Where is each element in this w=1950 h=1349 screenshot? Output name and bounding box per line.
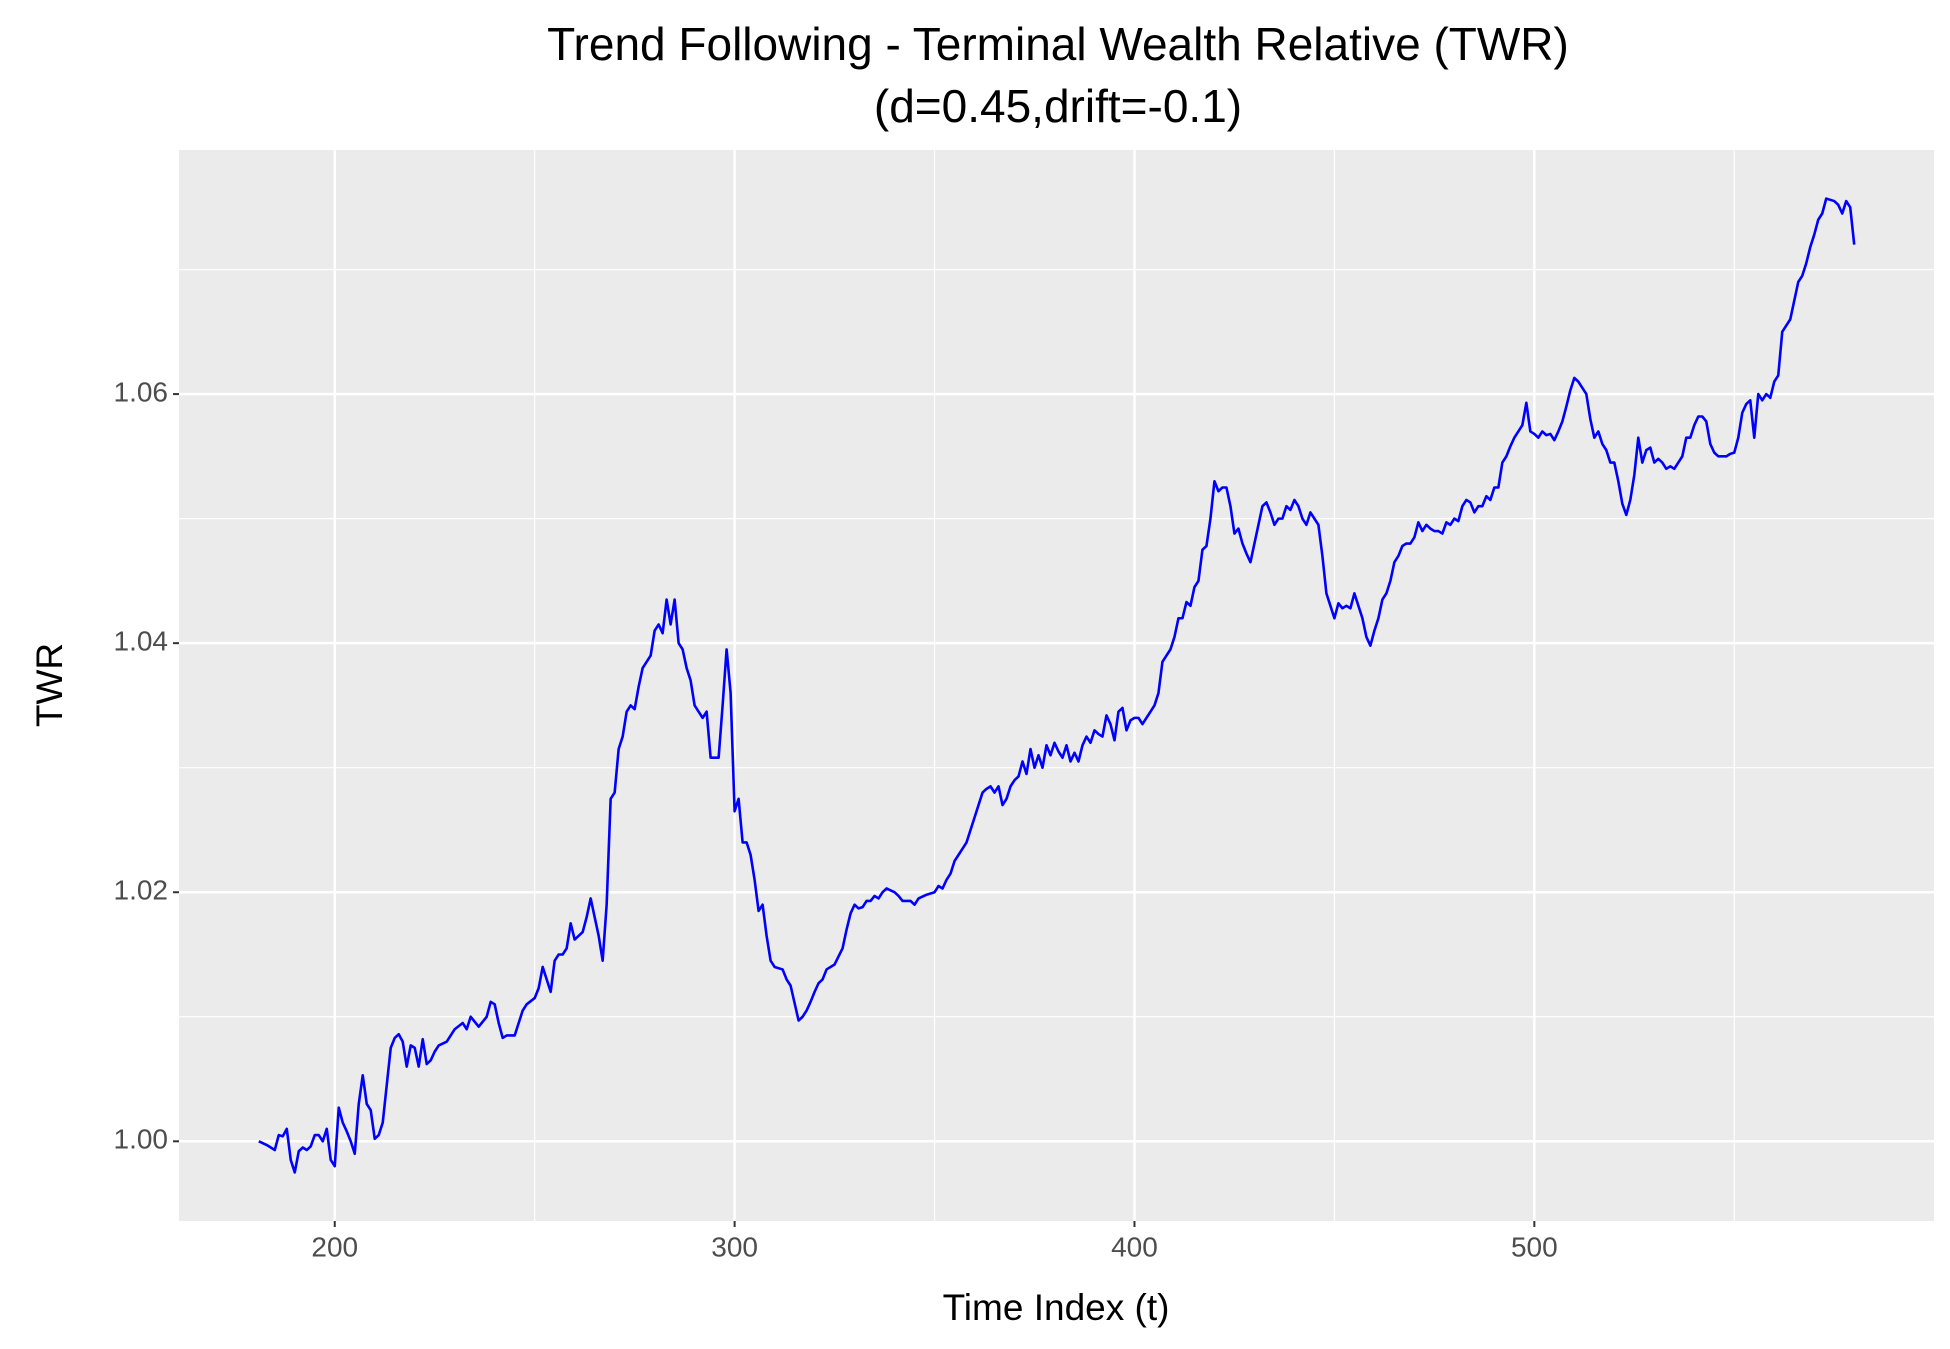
chart-title: Trend Following - Terminal Wealth Relati…	[547, 18, 1569, 70]
x-tick-label: 500	[1511, 1231, 1558, 1262]
plot-area	[258, 197, 1856, 1174]
y-tick-label: 1.00	[114, 1124, 169, 1155]
x-tick-label: 400	[1111, 1231, 1158, 1262]
x-tick-label: 200	[311, 1231, 358, 1262]
x-axis-title: Time Index (t)	[943, 1287, 1170, 1328]
y-tick-label: 1.02	[114, 875, 169, 906]
chart-subtitle: (d=0.45,drift=-0.1)	[874, 80, 1242, 132]
y-axis-title: TWR	[29, 643, 70, 727]
x-tick-label: 300	[711, 1231, 758, 1262]
data-line	[258, 197, 1856, 1174]
panel-background	[179, 150, 1934, 1221]
y-tick-label: 1.04	[114, 626, 169, 657]
grid	[179, 150, 1934, 1221]
y-tick-label: 1.06	[114, 376, 169, 407]
